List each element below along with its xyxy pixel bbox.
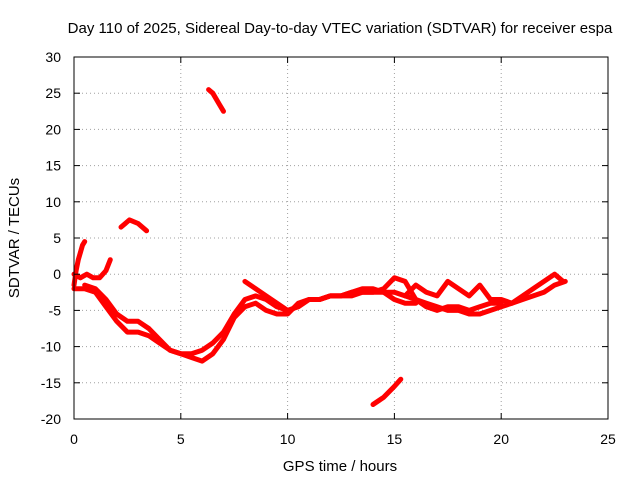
series-line-arc-10: [402, 271, 566, 306]
grid-lines: [74, 57, 608, 419]
series-line-arc-3: [71, 278, 568, 364]
y-tick-label: -15: [41, 375, 61, 391]
y-tick-label: 5: [53, 230, 61, 246]
chart-title: Day 110 of 2025, Sidereal Day-to-day VTE…: [68, 20, 613, 37]
x-tick-label: 5: [177, 431, 185, 447]
y-tick-label: -10: [41, 339, 61, 355]
x-tick-label: 10: [280, 431, 296, 447]
y-tick-label: 0: [53, 266, 61, 282]
y-tick-label: 10: [45, 194, 61, 210]
data-series: [71, 87, 568, 407]
x-tick-label: 0: [70, 431, 78, 447]
series-line-arc-6: [206, 87, 226, 114]
y-tick-label: -20: [41, 411, 61, 427]
series-line-arc-5: [118, 217, 150, 234]
y-tick-label: 20: [45, 121, 61, 137]
series-line-arc-7: [370, 376, 404, 407]
y-tick-label: 30: [45, 49, 61, 65]
y-tick-label: -5: [49, 302, 62, 318]
series-line-arc-9: [317, 286, 419, 306]
x-tick-label: 20: [493, 431, 509, 447]
axis-ticks: 0 5 10 15 20 25 -20 -15 -10 -5 0 5 10 15 20 25 30: [41, 49, 616, 447]
series-line-arc-2: [71, 257, 113, 281]
y-tick-label: 25: [45, 85, 61, 101]
series-line-arc-8: [242, 278, 291, 313]
series-line-arc-4: [82, 275, 504, 357]
x-axis-title: GPS time / hours: [283, 458, 397, 475]
y-axis-title: SDTVAR / TECUs: [6, 178, 23, 298]
x-tick-label: 15: [387, 431, 403, 447]
x-tick-label: 25: [600, 431, 616, 447]
y-tick-label: 15: [45, 158, 61, 174]
